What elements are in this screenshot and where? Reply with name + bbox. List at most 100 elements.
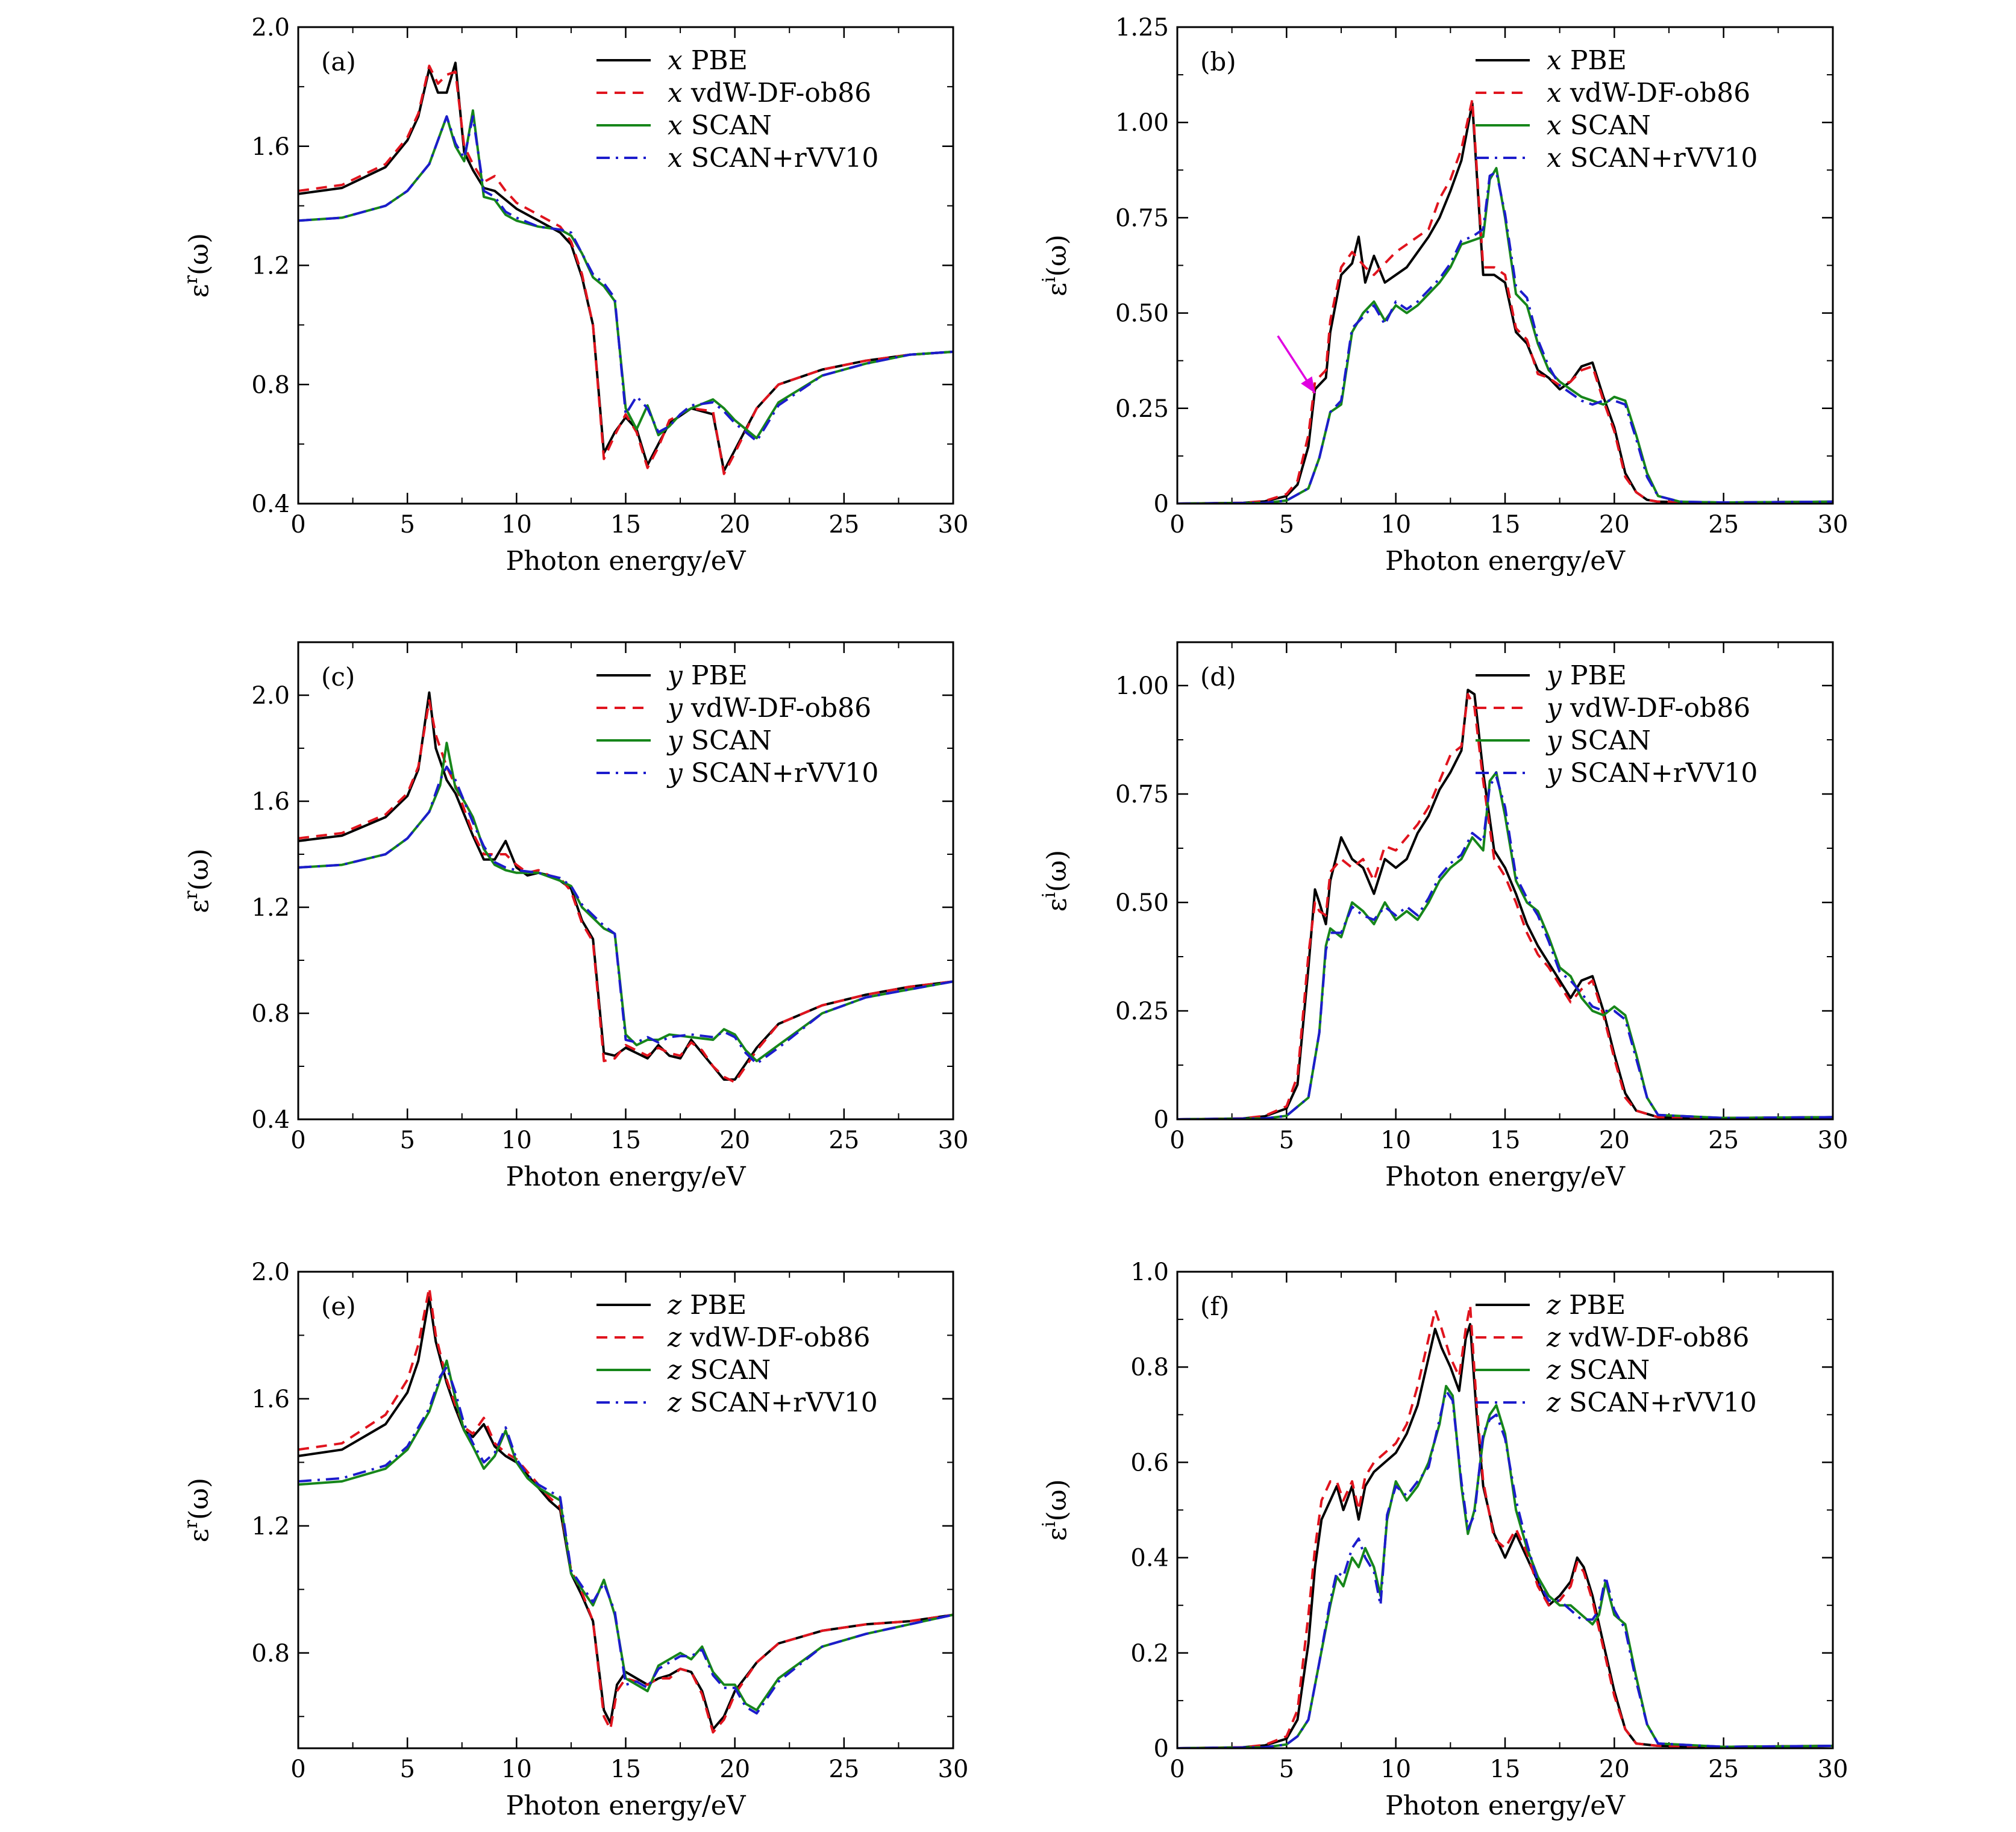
y-tick-label: 1.2 [251,252,290,280]
legend-method: PBE [1562,660,1627,691]
y-axis: 0 0.25 0.50 0.75 1.00 1.25 [1115,14,1833,518]
panel-label: (c) [321,662,355,692]
x-tick-label: 20 [719,1127,750,1154]
y-axis-title: εi(ω) [1039,850,1072,912]
legend-axis-var: y [666,758,683,789]
x-tick-label: 25 [1708,1127,1739,1154]
x-tick-label: 0 [1169,1755,1185,1783]
series-line-pbe [298,1296,953,1731]
x-axis: 0 5 10 15 20 25 30 [290,1272,968,1783]
legend-entry: x SCAN [668,110,772,141]
panel-label: (b) [1200,47,1236,77]
y-tick-label: 0.75 [1115,204,1169,232]
x-axis-title: Photon energy/eV [506,1790,746,1821]
legend-entry: y SCAN [1545,725,1651,756]
legend-method: vdW-DF-ob86 [1562,78,1750,108]
series-line-scan-rvv10 [1177,1389,1833,1748]
legend-method: PBE [683,660,748,691]
x-tick-label: 15 [610,1127,641,1154]
panel-label: (e) [321,1292,356,1321]
plot-frame [1176,1271,1834,1749]
x-tick-label: 30 [1818,1755,1849,1783]
legend-method: SCAN+rVV10 [1562,143,1758,174]
y-tick-label: 1.6 [251,788,290,816]
x-axis-title: Photon energy/eV [1385,1161,1626,1192]
x-tick-label: 5 [399,1755,415,1783]
legend-entry: z vdW-DF-ob86 [667,1322,870,1353]
legend-axis-var: x [1547,143,1562,174]
legend-method: vdW-DF-ob86 [683,693,871,724]
legend-method: SCAN [683,725,772,756]
y-axis-title: εr(ω) [181,1478,214,1542]
legend-method: SCAN+rVV10 [1562,758,1758,789]
legend-entry: x vdW-DF-ob86 [1547,78,1750,108]
x-tick-label: 0 [1169,511,1185,539]
series-line-vdw-df-ob86 [298,1286,953,1734]
x-tick-label: 10 [1380,511,1411,539]
y-axis: 0.4 0.8 1.2 1.6 2.0 [251,642,953,1134]
y-tick-label: 2.0 [251,14,290,42]
legend-entry: y SCAN+rVV10 [1545,758,1758,789]
y-tick-label: 0 [1154,1106,1169,1134]
legend-axis-var: y [1545,758,1562,789]
legend-method: vdW-DF-ob86 [1562,693,1750,724]
y-tick-label: 1.6 [251,133,290,161]
x-tick-label: 15 [610,1755,641,1783]
x-tick-label: 30 [938,1755,969,1783]
x-tick-label: 10 [501,1755,532,1783]
x-tick-label: 25 [1708,511,1739,539]
x-tick-label: 20 [719,511,750,539]
legend-entry: z PBE [667,1290,747,1321]
legend-axis-var: x [1547,78,1562,108]
legend-method: vdW-DF-ob86 [683,78,871,108]
x-tick-label: 0 [290,511,305,539]
y-tick-label: 1.00 [1115,672,1169,700]
x-tick-label: 10 [501,511,532,539]
legend-axis-var: y [666,693,683,724]
legend-axis-var: z [667,1290,682,1321]
legend-entry: z SCAN+rVV10 [667,1387,878,1418]
y-tick-label: 1.6 [251,1386,290,1413]
legend-axis-var: z [1546,1387,1561,1418]
legend-method: SCAN [1562,110,1651,141]
legend-axis-var: y [666,660,683,691]
y-tick-label: 0.4 [251,490,290,518]
x-tick-label: 30 [938,1127,969,1154]
series-line-pbe [298,691,953,1081]
legend-method: SCAN [683,110,772,141]
panel-label: (a) [321,47,356,77]
y-tick-label: 0 [1154,1735,1169,1763]
legend-entry: x SCAN+rVV10 [668,143,878,174]
series-line-vdw-df-ob86 [298,699,953,1084]
plot-area [1177,98,1833,504]
y-tick-label: 0.8 [251,371,290,399]
y-tick-label: 0.50 [1115,889,1169,917]
legend-method: SCAN [1562,725,1651,756]
legend-axis-var: x [1547,110,1562,141]
y-tick-label: 1.2 [251,894,290,922]
y-tick-label: 0.4 [251,1106,290,1134]
x-tick-label: 0 [1169,1127,1185,1154]
plot-frame [1176,641,1834,1121]
legend-entry: z PBE [1546,1290,1626,1321]
x-tick-label: 10 [1380,1755,1411,1783]
legend-method: SCAN+rVV10 [683,143,879,174]
legend-entry: z SCAN+rVV10 [1546,1387,1757,1418]
legend-axis-var: z [1546,1355,1561,1386]
legend-entry: y PBE [666,660,748,691]
legend-method: PBE [1561,1290,1626,1321]
plot-area [298,61,953,475]
y-axis-title: εr(ω) [181,233,214,298]
series-line-pbe [1177,689,1833,1119]
series-line-scan [298,742,953,1063]
panel-label: (f) [1200,1292,1229,1321]
y-axis-title: εi(ω) [1039,234,1072,296]
series-line-vdw-df-ob86 [1177,98,1833,504]
